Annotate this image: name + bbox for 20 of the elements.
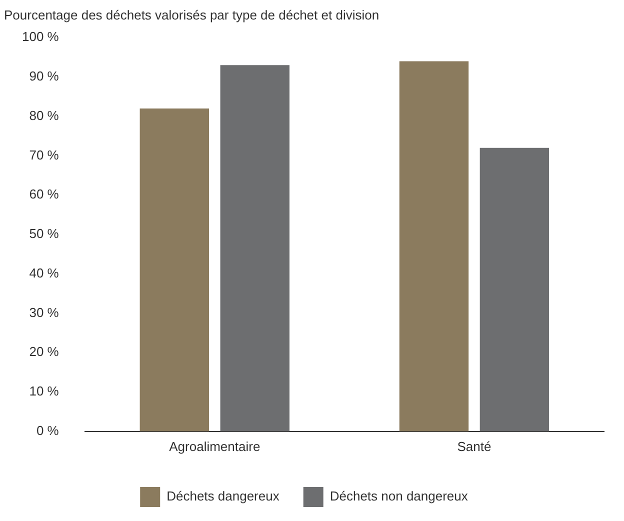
y-tick-label: 50 % [29, 226, 60, 242]
bar [220, 65, 290, 432]
x-tick-label: Agroalimentaire [169, 438, 260, 454]
chart-title: Pourcentage des déchets valorisés par type de déchet et division [4, 7, 380, 22]
y-tick-label: 30 % [29, 304, 60, 320]
bar [140, 108, 210, 432]
y-tick-label: 100 % [22, 29, 60, 44]
y-tick-label: 70 % [29, 147, 60, 162]
y-tick-label: 10 % [29, 384, 60, 399]
y-tick-label: 0 % [36, 422, 60, 438]
legend-label: Déchets dangereux [166, 488, 280, 504]
legend-label: Déchets non dangereux [330, 488, 468, 504]
bar [399, 61, 469, 432]
y-tick-label: 90 % [29, 68, 60, 84]
y-tick-label: 60 % [29, 186, 60, 202]
y-tick-label: 80 % [29, 108, 60, 123]
x-tick-label: Santé [457, 438, 492, 454]
bar [480, 148, 550, 432]
y-tick-label: 20 % [29, 344, 60, 360]
y-tick-label: 40 % [29, 265, 60, 280]
